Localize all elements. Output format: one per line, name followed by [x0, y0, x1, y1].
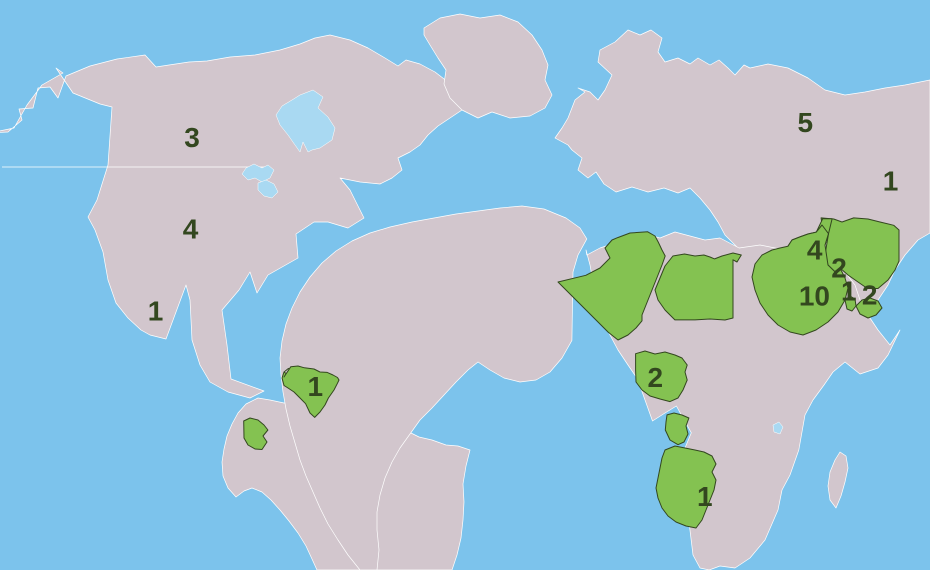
svg-text:1: 1	[697, 481, 713, 512]
svg-text:10: 10	[799, 281, 830, 312]
svg-text:5: 5	[798, 107, 814, 138]
svg-text:2: 2	[862, 279, 878, 310]
svg-text:1: 1	[308, 371, 324, 402]
svg-text:4: 4	[183, 213, 199, 244]
svg-text:3: 3	[184, 122, 200, 153]
svg-text:4: 4	[807, 235, 823, 266]
svg-text:1: 1	[841, 276, 857, 307]
svg-text:2: 2	[648, 362, 664, 393]
svg-text:1: 1	[148, 296, 164, 327]
svg-text:1: 1	[883, 166, 899, 197]
